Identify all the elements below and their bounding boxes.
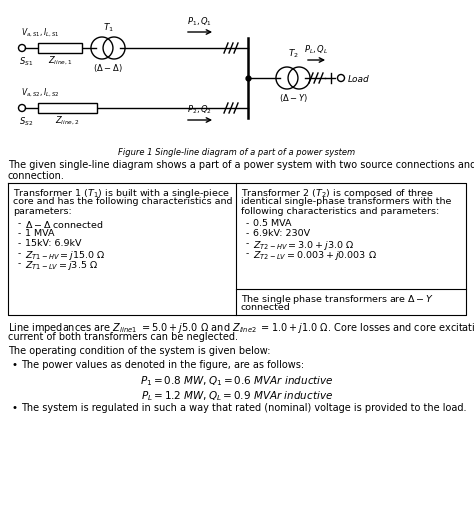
Text: $T_1$: $T_1$ [102,21,113,34]
Text: •: • [12,360,18,370]
Text: $P_L, Q_L$: $P_L, Q_L$ [304,43,328,56]
Text: connected: connected [241,303,291,312]
Text: $(\Delta - \Delta)$: $(\Delta - \Delta)$ [93,62,123,74]
Text: Transformer 2 ($T_2$) is composed of three: Transformer 2 ($T_2$) is composed of thr… [241,187,434,200]
Text: -: - [246,229,249,238]
Text: -: - [246,219,249,228]
Text: following characteristics and parameters:: following characteristics and parameters… [241,207,439,216]
Text: Line impedances are $Z_{line1}$ $= 5.0 + j5.0\ \Omega$ and $Z_{line2}$ $= 1.0 + : Line impedances are $Z_{line1}$ $= 5.0 +… [8,321,474,335]
Text: $V_{a,S2}, I_{L,S2}$: $V_{a,S2}, I_{L,S2}$ [21,87,59,99]
Bar [38,103,97,113]
Text: $Z_{line,2}$: $Z_{line,2}$ [55,115,80,127]
Text: connection.: connection. [8,171,65,181]
Text: •: • [12,403,18,413]
Text: $Z_{line,1}$: $Z_{line,1}$ [48,55,73,67]
Text: -: - [18,239,21,248]
Text: $Z_{T2-LV} = 0.003 + j0.003\ \Omega$: $Z_{T2-LV} = 0.003 + j0.003\ \Omega$ [253,249,377,262]
Text: 15kV: 6.9kV: 15kV: 6.9kV [25,239,82,248]
Text: -: - [18,249,21,258]
Text: Figure 1 Single-line diagram of a part of a power system: Figure 1 Single-line diagram of a part o… [118,148,356,157]
Text: The given single-line diagram shows a part of a power system with two source con: The given single-line diagram shows a pa… [8,160,474,170]
Text: core and has the following characteristics and: core and has the following characteristi… [13,197,233,206]
Text: $Z_{T2-HV} = 3.0 + j3.0\ \Omega$: $Z_{T2-HV} = 3.0 + j3.0\ \Omega$ [253,239,354,252]
Text: $S_{S2}$: $S_{S2}$ [19,115,33,127]
Text: -: - [246,249,249,258]
Text: $P_L = 1.2\ MW, Q_L = 0.9\ MVAr$ inductive: $P_L = 1.2\ MW, Q_L = 0.9\ MVAr$ inducti… [141,389,333,403]
Text: -: - [246,239,249,248]
Text: $Z_{T1-LV} = j3.5\ \Omega$: $Z_{T1-LV} = j3.5\ \Omega$ [25,259,98,272]
Text: 6.9kV: 230V: 6.9kV: 230V [253,229,310,238]
Text: The power values as denoted in the figure, are as follows:: The power values as denoted in the figur… [21,360,304,370]
Text: $(\Delta - Y)$: $(\Delta - Y)$ [279,92,308,104]
Text: $Z_{T1-HV} = j15.0\ \Omega$: $Z_{T1-HV} = j15.0\ \Omega$ [25,249,105,262]
Text: parameters:: parameters: [13,207,72,216]
Text: 0.5 MVA: 0.5 MVA [253,219,292,228]
Text: -: - [18,219,21,228]
Text: identical single-phase transformers with the: identical single-phase transformers with… [241,197,451,206]
Text: $P_1 = 0.8\ MW, Q_1 = 0.6\ MVAr$ inductive: $P_1 = 0.8\ MW, Q_1 = 0.6\ MVAr$ inducti… [140,374,334,388]
Text: The single phase transformers are $\Delta - Y$: The single phase transformers are $\Delt… [241,293,434,306]
Text: The operating condition of the system is given below:: The operating condition of the system is… [8,346,271,356]
Bar [38,43,82,53]
Text: -: - [18,259,21,268]
Text: $\Delta - \Delta$ connected: $\Delta - \Delta$ connected [25,219,103,230]
Text: $S_{S1}$: $S_{S1}$ [19,55,33,67]
Text: current of both transformers can be neglected.: current of both transformers can be negl… [8,332,238,342]
Text: $V_{a,S1}, I_{L,S1}$: $V_{a,S1}, I_{L,S1}$ [21,27,59,39]
Text: $P_1, Q_1$: $P_1, Q_1$ [188,16,212,28]
Text: -: - [18,229,21,238]
Text: Load: Load [348,76,370,85]
Text: $T_2$: $T_2$ [288,48,299,60]
Text: The system is regulated in such a way that rated (nominal) voltage is provided t: The system is regulated in such a way th… [21,403,466,413]
Text: 1 MVA: 1 MVA [25,229,55,238]
Text: Transformer 1 ($T_1$) is built with a single-piece: Transformer 1 ($T_1$) is built with a si… [13,187,230,200]
Text: $P_2, Q_2$: $P_2, Q_2$ [187,103,212,116]
